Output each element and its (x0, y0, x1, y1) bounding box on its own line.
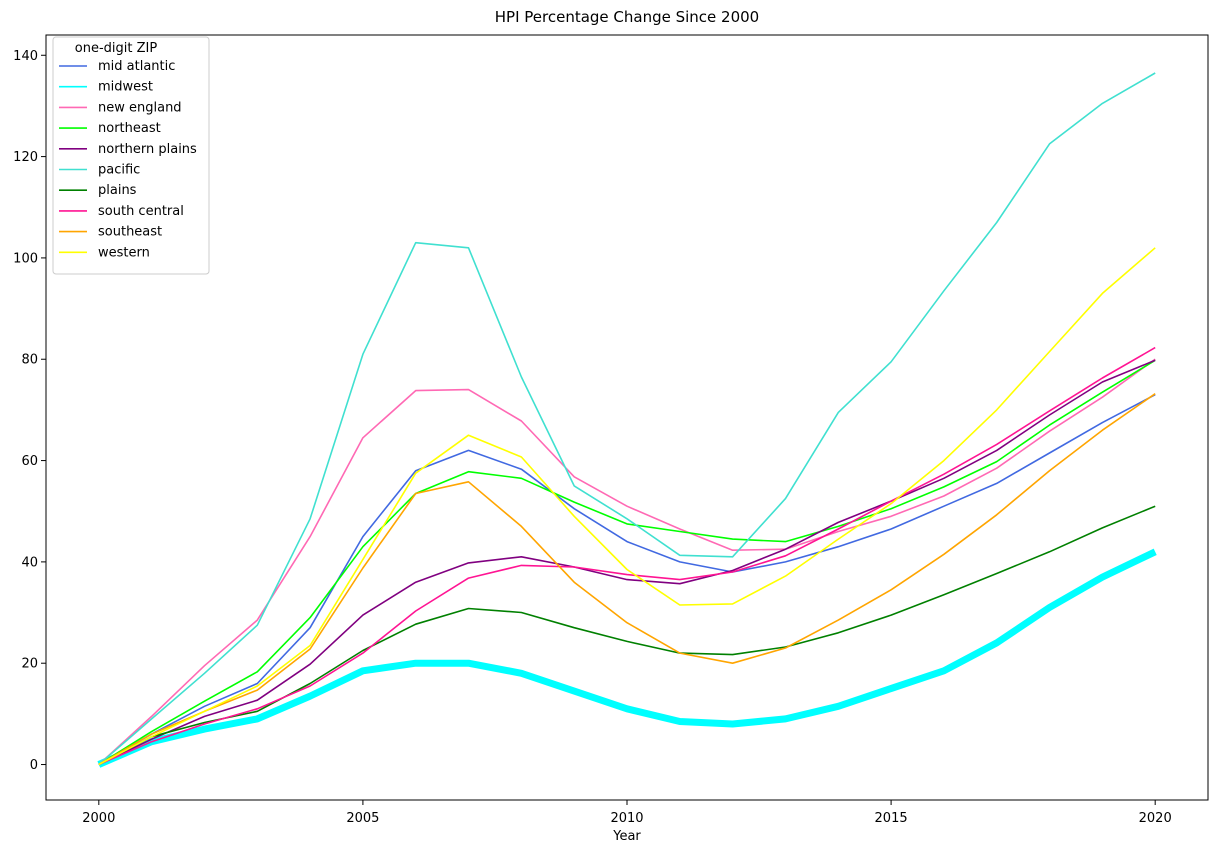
y-tick-label: 140 (13, 49, 38, 64)
legend-label: mid atlantic (98, 59, 175, 74)
y-tick-label: 20 (21, 657, 38, 672)
y-axis: 0 20 40 60 80 100 120 140 (13, 49, 46, 773)
legend-label: midwest (98, 80, 153, 95)
series-line-south-central (98, 346, 1156, 766)
legend-label: plains (98, 183, 137, 198)
legend-label: southeast (98, 225, 162, 240)
series-line-new-england (98, 358, 1156, 766)
legend-title: one-digit ZIP (75, 41, 158, 56)
y-tick-label: 0 (30, 758, 38, 773)
series-line-northeast (98, 359, 1156, 766)
y-tick-label: 60 (21, 454, 38, 469)
legend-label: new england (98, 100, 182, 115)
series-line-plains (98, 505, 1156, 766)
legend-label: northeast (98, 121, 161, 136)
plot-area (97, 72, 1157, 768)
series-line-mid-atlantic (98, 393, 1156, 766)
y-tick-label: 40 (21, 555, 38, 570)
x-tick-label: 2015 (875, 811, 908, 826)
legend-label: northern plains (98, 142, 197, 157)
legend: one-digit ZIP mid atlantic midwest new engl… (52, 36, 210, 275)
series-line-western (98, 247, 1156, 766)
legend-box (52, 36, 210, 275)
y-tick-label: 80 (21, 353, 38, 368)
x-tick-label: 2020 (1139, 811, 1172, 826)
y-tick-label: 100 (13, 251, 38, 266)
legend-label: pacific (98, 163, 140, 178)
series-line-midwest (97, 548, 1157, 768)
x-tick-label: 2010 (610, 811, 643, 826)
y-tick-label: 120 (13, 150, 38, 165)
series-line-southeast (98, 393, 1156, 766)
legend-label: western (98, 245, 150, 260)
x-axis-label: Year (612, 829, 641, 844)
chart-title: HPI Percentage Change Since 2000 (495, 8, 759, 26)
axes-frame (45, 34, 1209, 801)
series-line-pacific (98, 72, 1156, 766)
x-tick-label: 2005 (346, 811, 379, 826)
x-axis: 2000 2005 2010 2015 2020 (82, 800, 1172, 826)
legend-label: south central (98, 204, 184, 219)
x-tick-label: 2000 (82, 811, 115, 826)
series-line-northern-plains (98, 359, 1156, 766)
